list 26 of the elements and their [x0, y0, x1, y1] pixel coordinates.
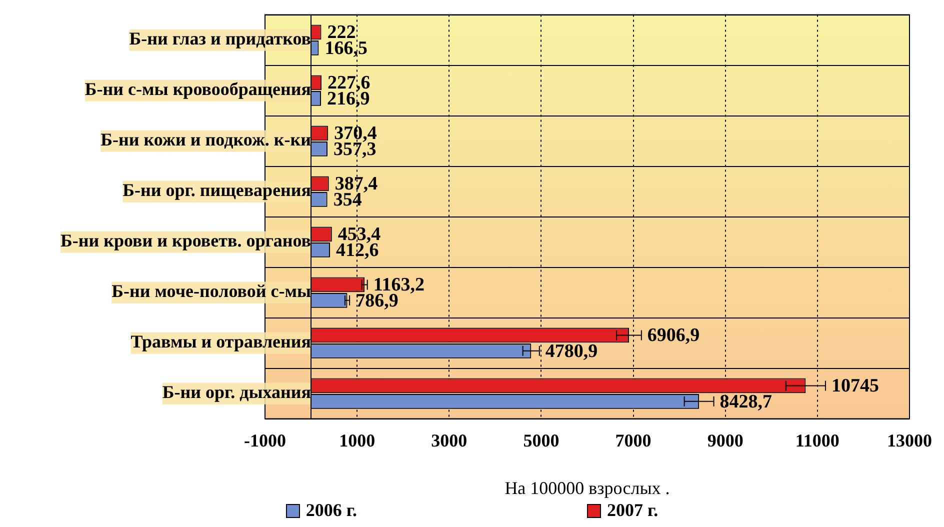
- data-label: 354: [333, 189, 362, 210]
- x-tick-label: 13000: [887, 430, 932, 450]
- x-tick-label: -1000: [244, 430, 286, 450]
- y-tick-label: Б-ни крови и кроветв. органов: [60, 230, 312, 251]
- data-label: 10745: [831, 376, 879, 397]
- y-tick-label: Б-ни кожи и подкож. к-ки: [100, 130, 312, 150]
- y-tick-label: Травмы и отравления: [130, 332, 312, 352]
- x-tick-label: 11000: [795, 430, 840, 450]
- x-tick-label: 3000: [431, 430, 468, 450]
- y-tick-label: Б-ни орг. дыхания: [162, 382, 312, 402]
- data-label: 4780,9: [545, 340, 598, 362]
- x-axis-title: На 100000 взрослых .: [504, 478, 670, 498]
- x-tick-label: 7000: [615, 430, 652, 450]
- x-tick-label: 9000: [707, 430, 744, 450]
- legend-label: 2006 г.: [306, 500, 357, 521]
- y-tick-label: Б-ни моче-половой с-мы: [112, 281, 312, 302]
- data-label: 786,9: [356, 290, 398, 312]
- y-tick-label: Б-ни орг. пищеварения: [122, 180, 312, 200]
- y-tick-label: Б-ни глаз и придатков: [129, 28, 312, 49]
- legend-label: 2007 г.: [607, 500, 658, 521]
- y-tick-label: Б-ни с-мы кровообращения: [84, 79, 312, 100]
- x-tick-label: 5000: [523, 430, 560, 450]
- x-tick-label: 1000: [339, 430, 376, 450]
- data-label: 8428,7: [720, 391, 773, 412]
- data-label: 6906,9: [647, 325, 700, 346]
- data-label: 166,5: [324, 38, 368, 59]
